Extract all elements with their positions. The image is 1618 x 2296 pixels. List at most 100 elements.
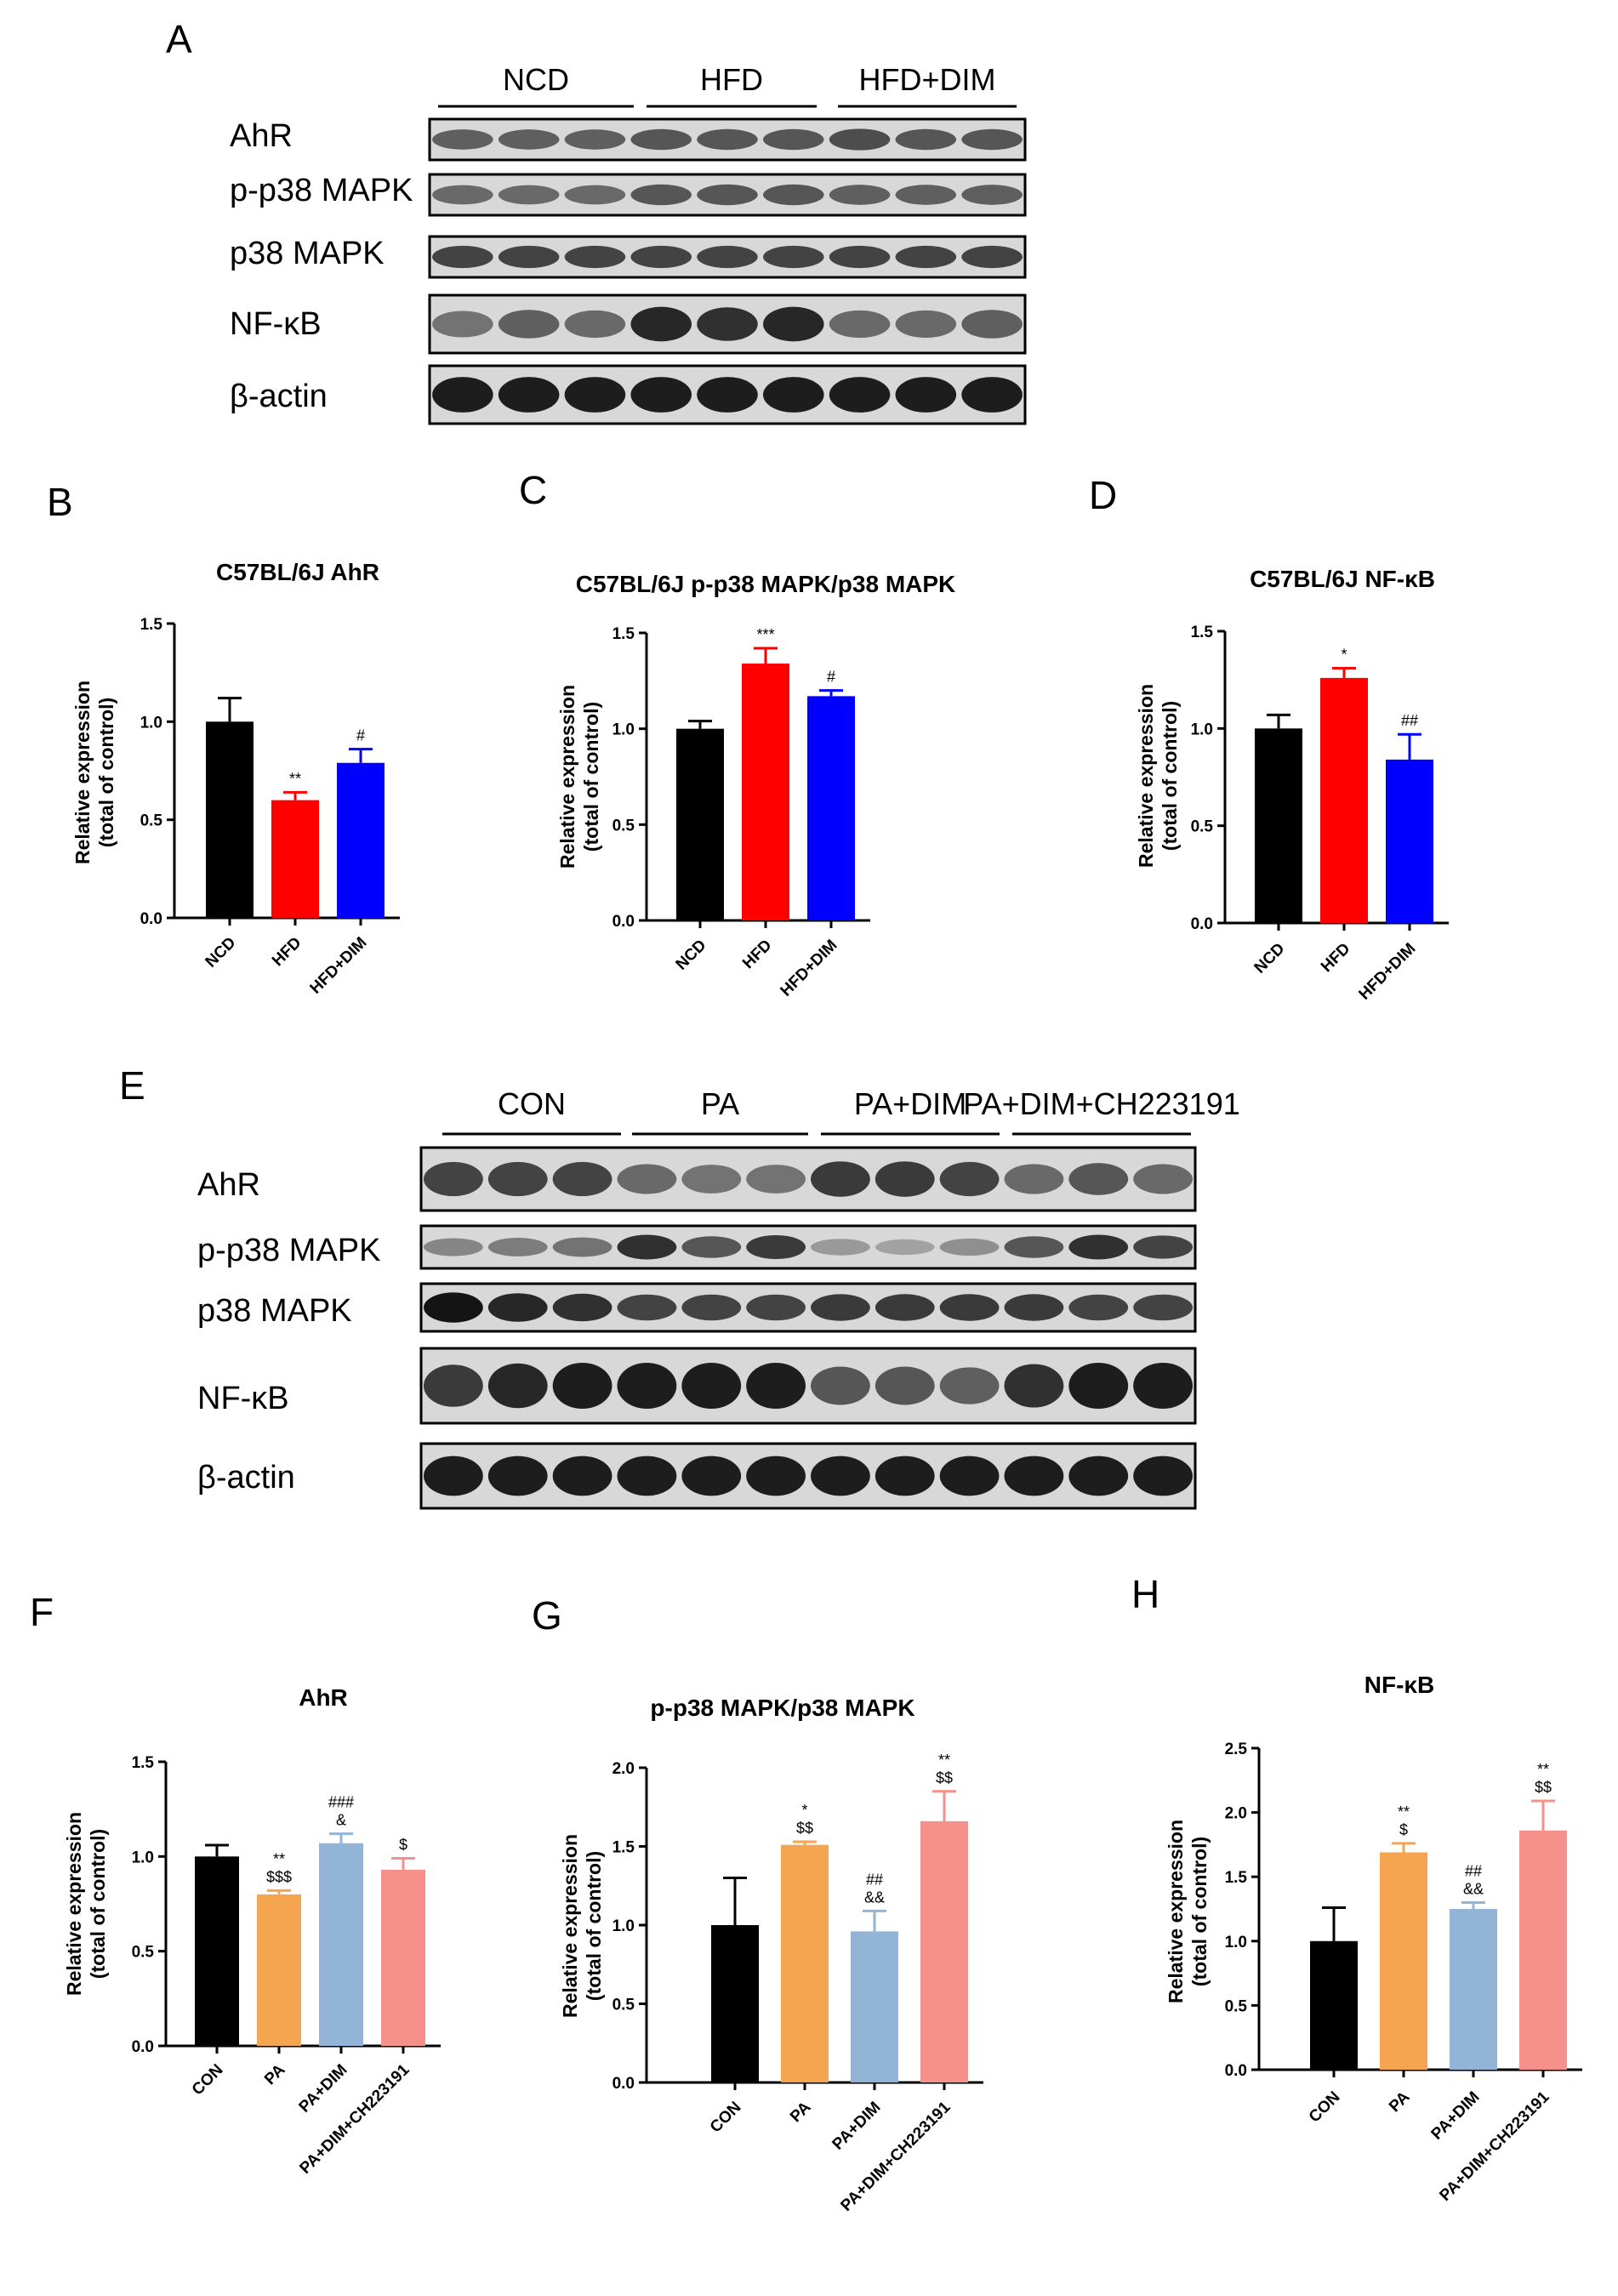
category-label: PA xyxy=(787,2098,815,2126)
chart-title: p-p38 MAPK/p38 MAPK xyxy=(650,1695,914,1721)
category-label: HFD+DIM xyxy=(307,934,371,998)
blot-band xyxy=(697,184,758,206)
blot-strip xyxy=(419,1347,1197,1425)
blot-band xyxy=(763,306,824,342)
bar xyxy=(1519,1830,1567,2070)
blot-band xyxy=(961,310,1023,339)
blot-band xyxy=(487,1161,548,1197)
significance-mark: * xyxy=(801,1802,807,1819)
blot-band xyxy=(961,128,1023,151)
significance-mark: $$ xyxy=(936,1769,953,1786)
y-tick-label: 1.5 xyxy=(140,616,163,634)
group-label: CON xyxy=(498,1086,566,1121)
blot-band xyxy=(895,185,957,205)
blot-band xyxy=(939,1294,1000,1321)
blot-band xyxy=(875,1161,935,1197)
blot-band xyxy=(432,311,493,338)
significance-mark: $ xyxy=(399,1837,407,1854)
blot-row-label: β-actin xyxy=(197,1460,295,1496)
blot-band xyxy=(961,245,1023,269)
category-label: NCD xyxy=(673,937,710,974)
blot-band xyxy=(432,245,493,269)
chart-panel-d: D C57BL/6J NF-κB Relative expression(total… xyxy=(1089,473,1449,1004)
blot-frame xyxy=(419,1146,1197,1212)
y-axis-label: Relative expression(total of control) xyxy=(1135,684,1181,868)
blot-row-label: AhR xyxy=(197,1167,260,1203)
blot-band xyxy=(939,1161,1000,1197)
blot-band xyxy=(487,1293,548,1322)
bar xyxy=(1255,728,1302,923)
blot-band xyxy=(939,1456,1000,1496)
blot-band xyxy=(746,1234,806,1260)
blot-band xyxy=(552,1456,612,1496)
bar xyxy=(337,762,385,918)
y-tick-label: 0.0 xyxy=(612,913,635,931)
blot-band xyxy=(829,128,891,151)
chart-panel-f: F AhR Relative expression(total of control… xyxy=(30,1590,441,2178)
y-tick-label: 0.0 xyxy=(612,2075,635,2093)
blot-band xyxy=(829,310,891,339)
y-tick-label: 0.0 xyxy=(132,2038,154,2056)
chart-title: C57BL/6J NF-κB xyxy=(1250,566,1435,592)
category-label: PA+DIM xyxy=(296,2061,351,2117)
blot-band xyxy=(961,185,1023,205)
blot-band xyxy=(1068,1362,1129,1410)
bar xyxy=(851,1931,898,2082)
bar xyxy=(920,1820,968,2082)
y-tick-label: 2.0 xyxy=(1225,1805,1247,1823)
significance-mark: && xyxy=(1463,1880,1484,1897)
significance-mark: ** xyxy=(273,1850,285,1867)
blot-band xyxy=(875,1456,935,1496)
bar xyxy=(195,1856,239,2046)
blot-row-label: p38 MAPK xyxy=(197,1293,352,1329)
category-label: CON xyxy=(1306,2088,1344,2127)
y-tick-label: 0.5 xyxy=(132,1944,155,1962)
y-tick-label: 0.0 xyxy=(140,910,162,928)
blot-band xyxy=(875,1294,935,1321)
blot-band xyxy=(424,1161,483,1197)
blot-row-label: AhR xyxy=(230,118,293,154)
significance-mark: $$$ xyxy=(266,1868,292,1885)
y-tick-label: 1.0 xyxy=(132,1849,154,1866)
panel-letter: B xyxy=(47,480,73,524)
y-tick-label: 0.5 xyxy=(612,817,635,835)
blot-band xyxy=(617,1362,677,1410)
bar xyxy=(271,800,319,918)
panel-letter: H xyxy=(1131,1572,1159,1616)
blot-band xyxy=(498,245,560,269)
blot-band xyxy=(424,1238,483,1256)
blot-strip xyxy=(419,1224,1197,1270)
panel-letter: E xyxy=(119,1063,145,1108)
blot-band xyxy=(564,377,626,413)
blot-band xyxy=(432,185,493,205)
panel-letter: F xyxy=(30,1590,54,1634)
category-label: HFD+DIM xyxy=(1356,940,1420,1004)
significance-mark: ## xyxy=(1401,712,1418,729)
blot-band xyxy=(498,310,560,339)
blot-band xyxy=(746,1362,806,1410)
blot-band xyxy=(617,1164,677,1194)
blot-band xyxy=(1133,1235,1193,1259)
blot-band xyxy=(939,1367,1000,1404)
group-label: HFD xyxy=(700,62,763,97)
y-tick-label: 0.5 xyxy=(1191,818,1214,836)
bar-charts: B C57BL/6J AhR Relative expression(total o… xyxy=(30,468,1582,2215)
blot-strip xyxy=(428,364,1027,425)
blot-band xyxy=(811,1161,870,1197)
blot-band xyxy=(829,185,891,205)
blot-band xyxy=(487,1363,548,1409)
significance-mark: ## xyxy=(1465,1862,1482,1879)
y-axis-label: Relative expression(total of control) xyxy=(63,1812,109,1996)
category-label: HFD xyxy=(739,937,775,972)
y-tick-label: 1.5 xyxy=(132,1754,155,1772)
blot-band xyxy=(432,377,493,413)
blot-band xyxy=(895,310,957,339)
y-tick-label: 1.5 xyxy=(612,625,635,643)
significance-mark: ** xyxy=(289,770,301,787)
blot-band xyxy=(617,1294,677,1321)
blot-band xyxy=(875,1366,935,1405)
category-label: HFD+DIM xyxy=(778,937,841,1000)
bar xyxy=(676,728,724,920)
blot-row-label: NF-κB xyxy=(230,306,322,342)
